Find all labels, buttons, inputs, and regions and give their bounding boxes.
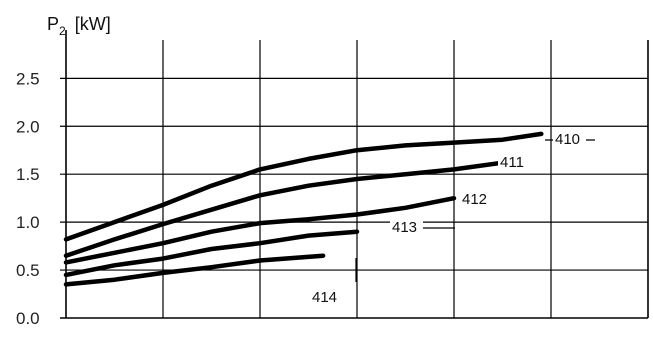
series-line-414 bbox=[63, 253, 326, 287]
series-line-410 bbox=[63, 131, 544, 242]
series-label-bg-413 bbox=[390, 218, 423, 236]
series-label-bg-412 bbox=[460, 190, 493, 208]
series-line-412 bbox=[63, 195, 457, 265]
y-tick-label: 2.5 bbox=[16, 69, 40, 88]
y-tick-label: 0.0 bbox=[16, 309, 40, 328]
series-label-413: 413 bbox=[392, 219, 417, 236]
series-line-413 bbox=[63, 229, 360, 278]
series-label-bg-414 bbox=[310, 288, 343, 306]
y-axis-symbol: P bbox=[47, 14, 59, 34]
series-label-410: 410 bbox=[555, 131, 580, 148]
grid bbox=[60, 30, 649, 319]
y-tick-label: 1.0 bbox=[16, 213, 40, 232]
series-label-414: 414 bbox=[312, 289, 337, 306]
y-axis-subscript: 2 bbox=[59, 24, 66, 38]
series-label-412: 412 bbox=[462, 191, 487, 208]
series-labels: 410 411 412 413 414 bbox=[310, 130, 595, 306]
series-line-411 bbox=[63, 160, 505, 258]
y-axis-unit: [kW] bbox=[75, 14, 111, 34]
curves bbox=[63, 131, 544, 287]
series-label-bg-410 bbox=[553, 130, 586, 148]
y-tick-label: 0.5 bbox=[16, 261, 40, 280]
y-tick-labels: 0.0 0.5 1.0 1.5 2.0 2.5 bbox=[16, 69, 40, 328]
y-tick-label: 1.5 bbox=[16, 165, 40, 184]
series-label-411: 411 bbox=[500, 154, 524, 171]
y-tick-label: 2.0 bbox=[16, 117, 40, 136]
series-label-bg-411 bbox=[498, 153, 531, 171]
y-axis-title: P2 [kW] bbox=[47, 14, 111, 38]
